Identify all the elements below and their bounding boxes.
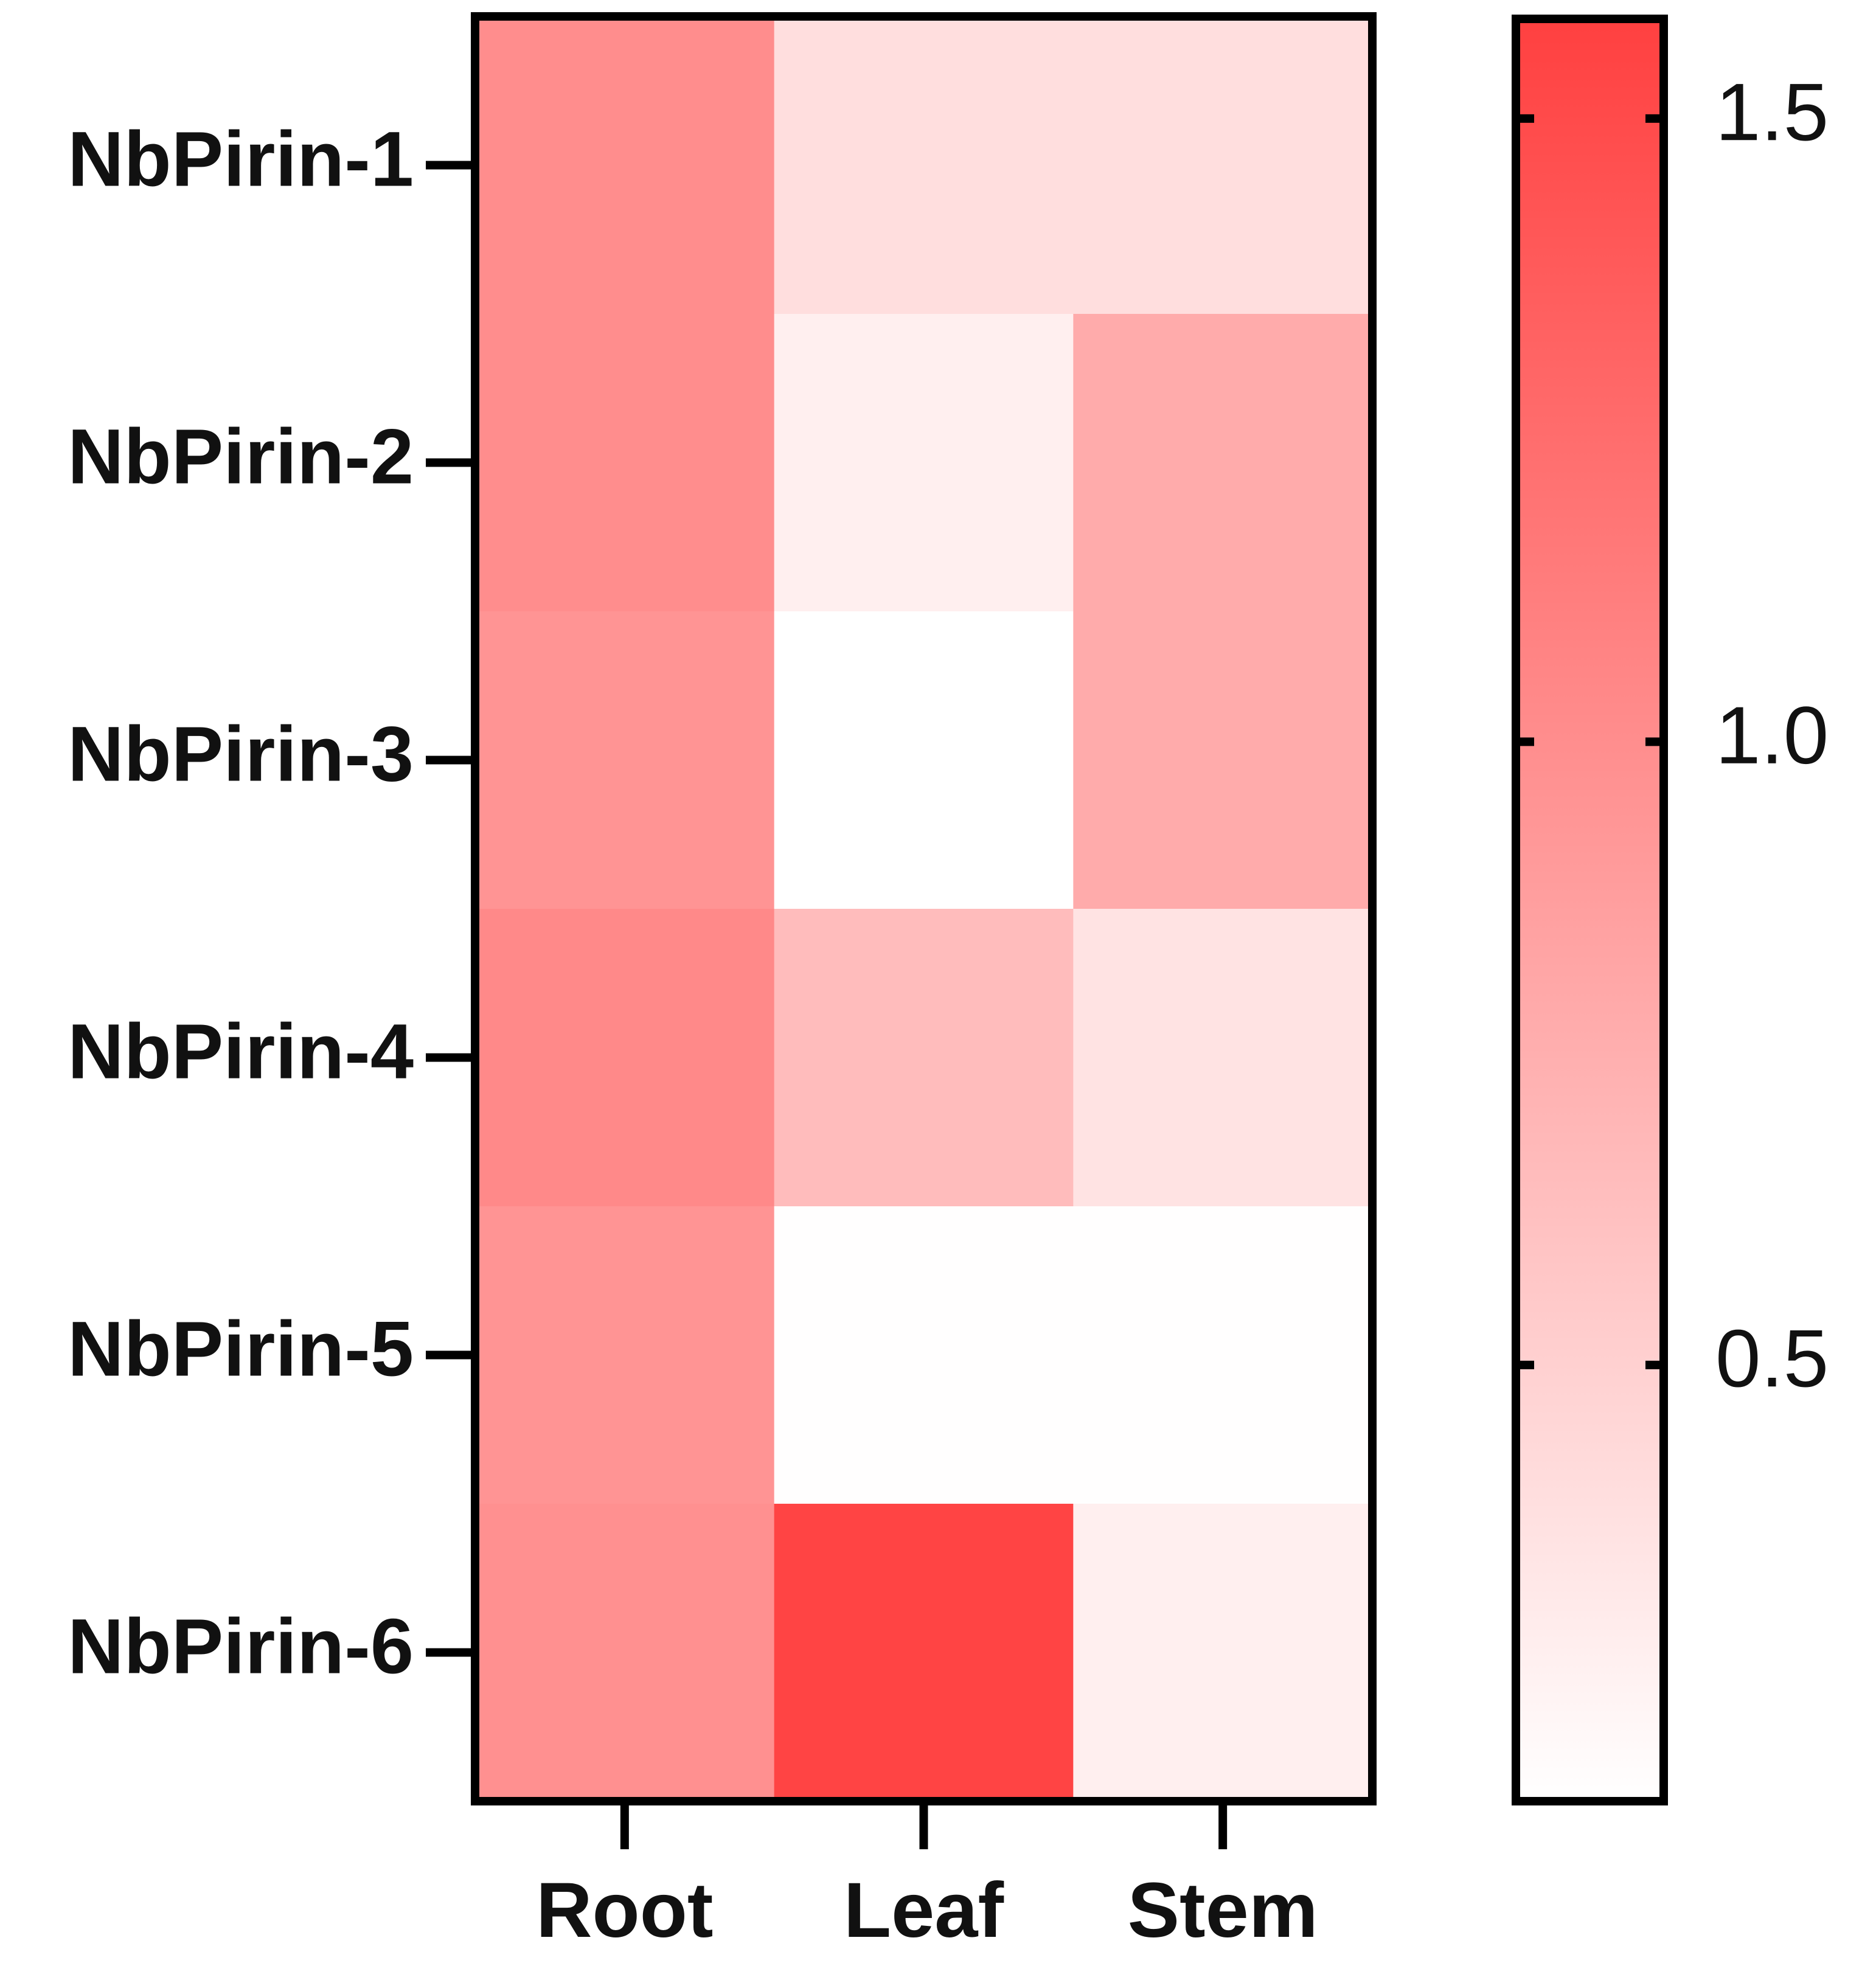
colorbar-tick-label: 1.0: [1715, 690, 1829, 781]
cell: [774, 1206, 1074, 1504]
row-label: NbPirin-6: [68, 1603, 414, 1690]
row-label: NbPirin-2: [68, 413, 414, 500]
row-label: NbPirin-4: [68, 1008, 414, 1095]
cell: [1073, 611, 1373, 909]
cell: [475, 611, 775, 909]
column-label: Root: [536, 1867, 713, 1954]
cell: [475, 1504, 775, 1802]
cell: [475, 16, 775, 314]
cell: [475, 909, 775, 1207]
row-label: NbPirin-5: [68, 1305, 414, 1392]
cell: [475, 314, 775, 612]
colorbar-tick-label: 0.5: [1715, 1313, 1829, 1404]
cell: [774, 1504, 1074, 1802]
column-label: Stem: [1128, 1867, 1318, 1954]
cell: [1073, 314, 1373, 612]
cell: [1073, 1504, 1373, 1802]
row-label: NbPirin-1: [68, 116, 414, 203]
cell: [774, 16, 1074, 314]
cell: [1073, 1206, 1373, 1504]
cell: [475, 1206, 775, 1504]
cell: [774, 314, 1074, 612]
column-label: Leaf: [844, 1867, 1004, 1954]
cell: [1073, 16, 1373, 314]
colorbar-tick-label: 1.5: [1715, 67, 1829, 158]
colorbar: [1512, 15, 1668, 1805]
cell: [774, 909, 1074, 1207]
cell: [774, 611, 1074, 909]
cell: [1073, 909, 1373, 1207]
row-label: NbPirin-3: [68, 711, 414, 797]
